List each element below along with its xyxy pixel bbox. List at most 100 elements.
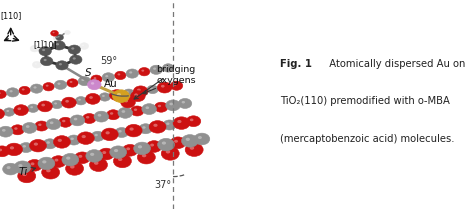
Circle shape <box>40 57 53 66</box>
Circle shape <box>52 100 63 109</box>
Circle shape <box>41 104 45 106</box>
Circle shape <box>189 147 194 150</box>
Circle shape <box>98 114 101 117</box>
Circle shape <box>27 159 42 171</box>
Circle shape <box>80 43 89 49</box>
Circle shape <box>30 45 39 52</box>
Circle shape <box>174 140 178 143</box>
Circle shape <box>145 106 149 109</box>
Circle shape <box>67 79 78 87</box>
Circle shape <box>157 82 172 93</box>
Circle shape <box>86 150 103 162</box>
Circle shape <box>126 91 129 93</box>
Circle shape <box>166 100 181 111</box>
Circle shape <box>106 110 120 120</box>
Circle shape <box>114 71 126 80</box>
Circle shape <box>99 93 111 101</box>
Circle shape <box>81 79 84 81</box>
Circle shape <box>91 82 94 85</box>
Circle shape <box>122 144 138 156</box>
Circle shape <box>130 106 144 116</box>
Circle shape <box>126 147 130 150</box>
Circle shape <box>42 166 60 179</box>
Circle shape <box>70 115 85 126</box>
Circle shape <box>51 156 66 167</box>
Circle shape <box>139 124 152 134</box>
Circle shape <box>106 131 110 134</box>
Circle shape <box>113 154 131 168</box>
Circle shape <box>42 49 45 51</box>
Circle shape <box>30 162 34 165</box>
Circle shape <box>130 91 145 102</box>
Circle shape <box>129 127 134 131</box>
Circle shape <box>17 107 21 110</box>
Circle shape <box>0 149 2 151</box>
Circle shape <box>198 136 202 139</box>
Circle shape <box>165 66 168 68</box>
Circle shape <box>18 169 36 183</box>
Text: Ti: Ti <box>18 167 36 177</box>
Circle shape <box>182 135 198 147</box>
Circle shape <box>38 101 53 112</box>
Circle shape <box>138 145 142 148</box>
Circle shape <box>153 124 158 127</box>
Circle shape <box>0 92 1 94</box>
Circle shape <box>169 103 173 105</box>
Circle shape <box>34 143 38 146</box>
Circle shape <box>7 88 19 97</box>
Circle shape <box>30 106 33 108</box>
Circle shape <box>19 143 33 153</box>
Circle shape <box>32 61 41 68</box>
Circle shape <box>54 102 57 104</box>
Circle shape <box>51 30 59 36</box>
Circle shape <box>149 121 166 133</box>
Circle shape <box>142 126 145 129</box>
Circle shape <box>56 43 59 45</box>
Circle shape <box>186 138 190 141</box>
Circle shape <box>150 87 153 89</box>
Circle shape <box>78 76 91 86</box>
Circle shape <box>19 86 30 95</box>
Circle shape <box>94 161 98 165</box>
Circle shape <box>162 64 174 72</box>
Circle shape <box>186 116 201 127</box>
Circle shape <box>142 104 157 115</box>
Circle shape <box>75 152 90 164</box>
Circle shape <box>11 125 24 135</box>
Circle shape <box>137 150 155 164</box>
Circle shape <box>141 70 144 72</box>
Circle shape <box>102 73 114 82</box>
Text: Au: Au <box>104 79 117 89</box>
Circle shape <box>77 132 94 144</box>
Circle shape <box>121 110 125 113</box>
Circle shape <box>33 86 37 89</box>
Circle shape <box>91 131 105 141</box>
Circle shape <box>102 95 105 97</box>
Circle shape <box>93 77 96 79</box>
Circle shape <box>7 166 10 169</box>
Circle shape <box>174 83 176 86</box>
Circle shape <box>194 133 210 145</box>
Circle shape <box>134 93 138 96</box>
Circle shape <box>62 153 79 166</box>
Circle shape <box>123 89 135 97</box>
Circle shape <box>173 117 190 129</box>
Circle shape <box>61 97 76 108</box>
Circle shape <box>78 99 81 101</box>
Circle shape <box>118 130 121 133</box>
Circle shape <box>46 169 51 172</box>
Circle shape <box>117 73 120 75</box>
Text: TiO₂(110) premodified with ο-MBA: TiO₂(110) premodified with ο-MBA <box>280 96 450 106</box>
Circle shape <box>35 121 48 131</box>
Circle shape <box>82 44 84 46</box>
Circle shape <box>44 59 47 61</box>
Circle shape <box>70 165 75 168</box>
Circle shape <box>66 157 70 160</box>
Circle shape <box>88 80 101 90</box>
Circle shape <box>126 69 138 78</box>
Circle shape <box>118 107 133 118</box>
Circle shape <box>74 118 77 120</box>
Circle shape <box>166 150 170 153</box>
Circle shape <box>69 55 82 64</box>
Circle shape <box>137 89 141 91</box>
